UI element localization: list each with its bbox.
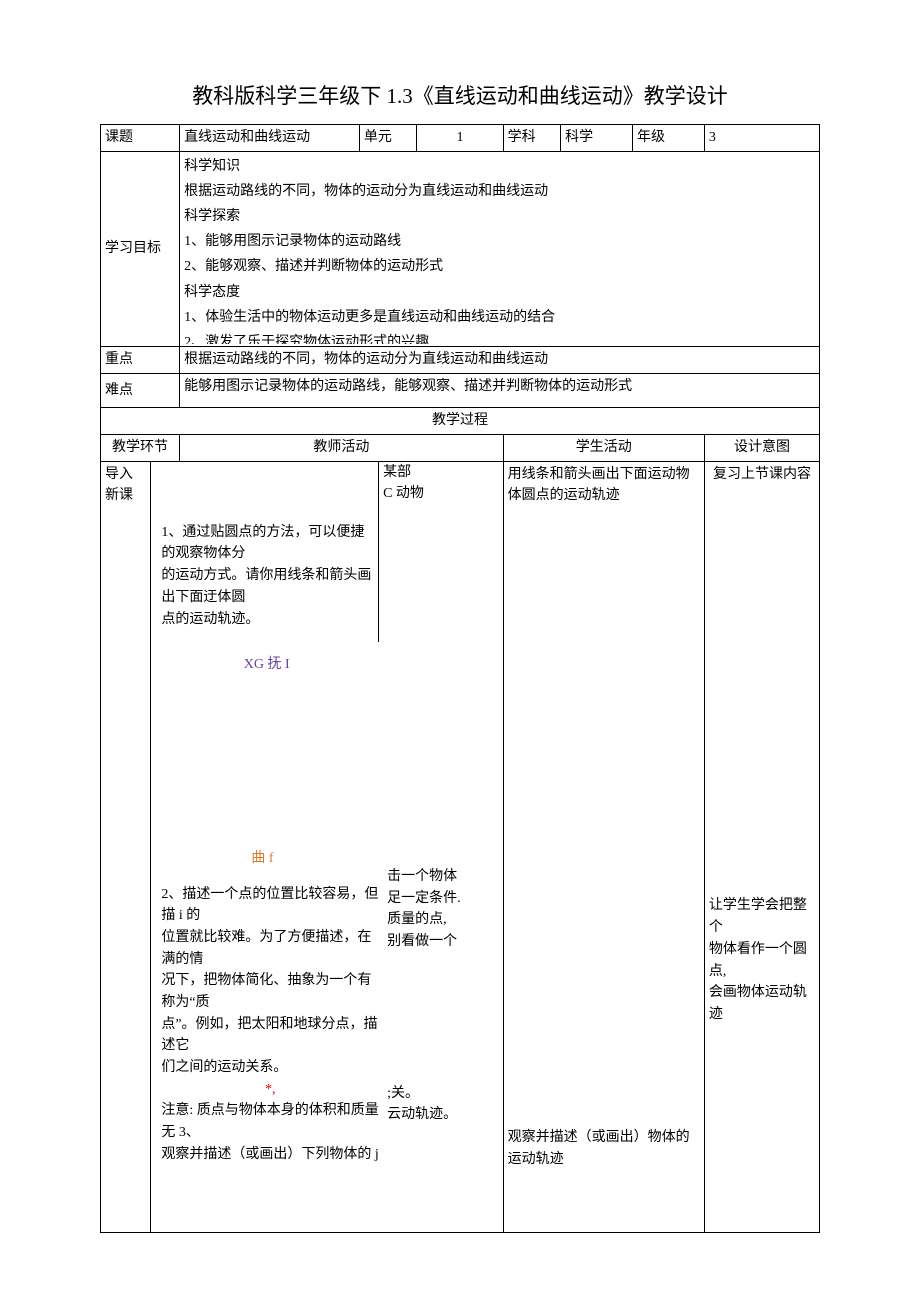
- val-diff: 能够用图示记录物体的运动路线，能够观察、描述并判断物体的运动形式: [180, 373, 820, 408]
- page-title: 教科版科学三年级下 1.3《直线运动和曲线运动》教学设计: [100, 80, 820, 110]
- label-grade: 年级: [633, 125, 705, 152]
- teacher-upper-left: 1、通过贴圆点的方法，可以便捷的观察物体分 的运动方式。请你用线条和箭头画出下面…: [151, 462, 378, 682]
- design2a: 让学生学会把整个: [709, 895, 815, 938]
- phase-cell: 导入新课: [101, 461, 151, 1232]
- label-topic: 课题: [101, 125, 180, 152]
- obj-h1: 科学知识: [184, 154, 815, 179]
- teacher-upper-right: 某部 C 动物: [378, 462, 457, 642]
- qu-label: 曲 f: [161, 848, 379, 870]
- teacher-cell: 1、通过贴圆点的方法，可以便捷的观察物体分 的运动方式。请你用线条和箭头画出下面…: [151, 461, 503, 1232]
- p2e: 们之间的运动关系。: [161, 1057, 379, 1079]
- obj-h2: 科学探索: [184, 204, 815, 229]
- yun: 云动轨迹。: [387, 1104, 520, 1126]
- val-subject: 科学: [561, 125, 633, 152]
- obj-l3b-truncated: 2、激发了乐于探究物体运动形式的兴趣: [184, 330, 815, 344]
- header-row: 课题 直线运动和曲线运动 单元 1 学科 科学 年级 3: [101, 125, 820, 152]
- obj-l3a: 1、体验生活中的物体运动更多是直线运动和曲线运动的结合: [184, 305, 815, 330]
- col-design: 设计意图: [704, 435, 819, 462]
- difficulty-row: 难点 能够用图示记录物体的运动路线，能够观察、描述并判断物体的运动形式: [101, 373, 820, 408]
- xg-label: XG 抚 I: [161, 654, 372, 676]
- p2b: 位置就比较难。为了方便描述，在满的情: [161, 927, 379, 970]
- col-teacher: 教师活动: [180, 435, 504, 462]
- val-topic: 直线运动和曲线运动: [180, 125, 360, 152]
- col-student: 学生活动: [503, 435, 704, 462]
- p1c: 点的运动轨迹。: [161, 609, 372, 631]
- red-star: *,: [265, 1082, 276, 1097]
- lesson-plan-table: 课题 直线运动和曲线运动 单元 1 学科 科学 年级 3 学习目标 科学知识 根…: [100, 124, 820, 1233]
- r2b: 足一定条件.: [387, 888, 520, 910]
- label-objectives: 学习目标: [101, 151, 180, 346]
- design-cell: 复习上节课内容 让学生学会把整个 物体看作一个圆点, 会画物体运动轨迹: [704, 461, 819, 1232]
- p2c: 况下，把物体简化、抽象为一个有称为“质: [161, 970, 379, 1013]
- objectives-row: 学习目标 科学知识 根据运动路线的不同，物体的运动分为直线运动和曲线运动 科学探…: [101, 151, 820, 346]
- obj-l1: 根据运动路线的不同，物体的运动分为直线运动和曲线运动: [184, 179, 815, 204]
- r2c: 质量的点,: [387, 909, 520, 931]
- label-key: 重点: [101, 347, 180, 374]
- keypoint-row: 重点 根据运动路线的不同，物体的运动分为直线运动和曲线运动: [101, 347, 820, 374]
- process-header-row: 教学过程: [101, 408, 820, 435]
- content-row: 导入新课 1、通过贴圆点的方法，可以便捷的观察物体分 的运动方式。请你用线条和箭…: [101, 461, 820, 1232]
- obj-l2b: 2、能够观察、描述并判断物体的运动形式: [184, 254, 815, 279]
- obj-h3: 科学态度: [184, 280, 815, 305]
- design1: 复习上节课内容: [709, 464, 815, 486]
- teacher-mid: 曲 f 2、描述一个点的位置比较容易，但描 i 的 位置就比较难。为了方便描述，…: [151, 842, 502, 1172]
- p1b: 的运动方式。请你用线条和箭头画出下面迂体圆: [161, 565, 372, 608]
- val-key: 根据运动路线的不同，物体的运动分为直线运动和曲线运动: [180, 347, 820, 374]
- val-grade: 3: [704, 125, 819, 152]
- student1: 用线条和箭头画出下面运动物体圆点的运动轨迹: [508, 464, 700, 507]
- tra: 某部: [383, 462, 453, 484]
- col-phase: 教学环节: [101, 435, 180, 462]
- r2a: 击一个物体: [387, 866, 520, 888]
- obj-l2a: 1、能够用图示记录物体的运动路线: [184, 229, 815, 254]
- note2: 观察并描述（或画出）下列物体的 j: [161, 1144, 379, 1166]
- label-subject: 学科: [503, 125, 561, 152]
- columns-row: 教学环节 教师活动 学生活动 设计意图: [101, 435, 820, 462]
- label-diff: 难点: [101, 373, 180, 408]
- p2d: 点”。例如，把太阳和地球分点，描述它: [161, 1014, 379, 1057]
- note1: 注意: 质点与物体本身的体积和质量无 3、: [161, 1100, 379, 1143]
- design2c: 会画物体运动轨迹: [709, 982, 815, 1025]
- label-unit: 单元: [359, 125, 417, 152]
- guan: ;关。: [387, 1083, 520, 1105]
- trb: C 动物: [383, 483, 453, 505]
- student2: 观察并描述（或画出）物体的运动轨迹: [508, 1127, 700, 1170]
- process-header: 教学过程: [101, 408, 820, 435]
- design2b: 物体看作一个圆点,: [709, 939, 815, 982]
- val-unit: 1: [417, 125, 503, 152]
- objectives-cell: 科学知识 根据运动路线的不同，物体的运动分为直线运动和曲线运动 科学探索 1、能…: [180, 151, 820, 346]
- r2d: 别看做一个: [387, 931, 520, 953]
- p1a: 1、通过贴圆点的方法，可以便捷的观察物体分: [161, 522, 372, 565]
- p2a: 2、描述一个点的位置比较容易，但描 i 的: [161, 884, 379, 927]
